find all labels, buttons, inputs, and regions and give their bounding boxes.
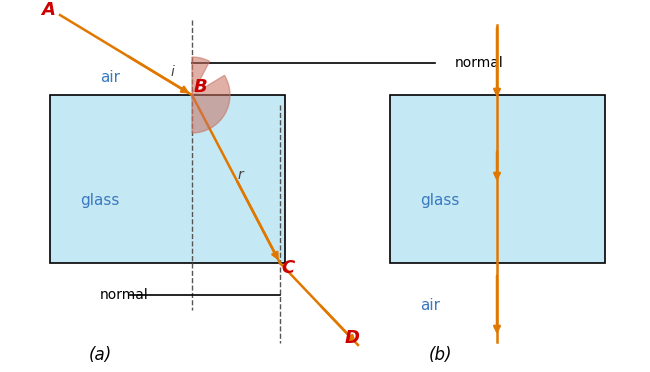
Text: r: r [237, 168, 243, 182]
Wedge shape [192, 57, 210, 95]
Text: air: air [420, 298, 440, 312]
Text: (a): (a) [88, 346, 112, 364]
Text: air: air [100, 71, 120, 86]
Text: normal: normal [455, 56, 504, 70]
Text: D: D [344, 329, 359, 347]
Text: i: i [170, 65, 174, 79]
Wedge shape [192, 75, 230, 133]
Text: normal: normal [100, 288, 149, 302]
Bar [390, 95, 605, 263]
Bar [50, 95, 285, 263]
Text: glass: glass [421, 192, 460, 208]
Text: (b): (b) [428, 346, 452, 364]
Text: C: C [281, 259, 294, 277]
Text: B: B [193, 78, 207, 96]
Text: A: A [41, 1, 55, 19]
Text: glass: glass [81, 192, 120, 208]
